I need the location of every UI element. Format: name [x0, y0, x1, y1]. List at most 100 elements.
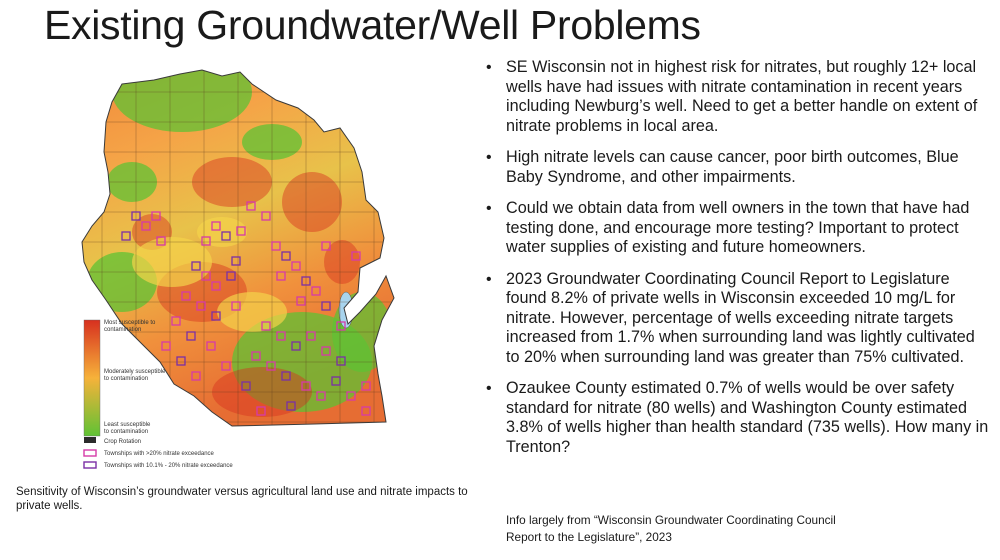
township-marker	[211, 221, 221, 231]
township-marker	[321, 346, 331, 356]
bullet-item: • High nitrate levels can cause cancer, p…	[484, 148, 989, 187]
bullet-text: High nitrate levels can cause cancer, po…	[506, 148, 959, 186]
township-marker	[231, 301, 241, 311]
bullet-dot: •	[486, 270, 492, 288]
township-marker	[266, 361, 276, 371]
township-marker	[171, 316, 181, 326]
legend-crop-swatch	[84, 437, 96, 443]
township-marker	[201, 236, 211, 246]
township-marker	[321, 301, 331, 311]
bullet-dot: •	[486, 59, 492, 76]
township-marker	[251, 351, 261, 361]
svg-text:Moderately susceptible: Moderately susceptible	[104, 369, 166, 375]
legend-least-line1: Least susceptible	[104, 422, 151, 428]
svg-text:Crop Rotation: Crop Rotation	[104, 439, 141, 445]
bullet-dot: •	[486, 200, 492, 217]
svg-text:Townships with 10.1% - 20% nit: Townships with 10.1% - 20% nitrate excee…	[104, 463, 233, 469]
legend-most-line1: Most susceptible to	[104, 320, 156, 326]
township-marker	[161, 341, 171, 351]
legend-mid-label: Townships with 10.1% - 20% nitrate excee…	[104, 463, 233, 469]
township-marker	[361, 271, 371, 281]
township-marker	[296, 296, 306, 306]
township-marker	[191, 371, 201, 381]
moderate-susceptibility-area	[217, 292, 287, 332]
township-marker	[336, 321, 346, 331]
legend-crop-label: Crop Rotation	[104, 439, 141, 445]
bullet-text: Ozaukee County estimated 0.7% of wells w…	[506, 379, 989, 456]
township-marker	[236, 226, 246, 236]
svg-text:to contamination: to contamination	[104, 429, 148, 435]
township-marker	[261, 321, 271, 331]
map-legend: Most susceptible to contamination Modera…	[83, 319, 233, 469]
township-marker	[276, 331, 286, 341]
township-marker	[256, 406, 266, 416]
township-marker	[141, 221, 151, 231]
township-marker	[206, 341, 216, 351]
township-marker	[276, 271, 286, 281]
svg-text:to contamination: to contamination	[104, 376, 148, 382]
bullet-item: • Could we obtain data from well owners i…	[484, 199, 989, 258]
bullet-dot: •	[486, 149, 492, 166]
township-marker	[226, 271, 236, 281]
bullet-text: 2023 Groundwater Coordinating Council Re…	[506, 269, 975, 366]
township-marker	[321, 241, 331, 251]
township-marker	[336, 356, 346, 366]
township-marker	[261, 211, 271, 221]
township-marker	[271, 241, 281, 251]
source-line-2: Report to the Legislature”, 2023	[506, 530, 672, 544]
bullet-item: • SE Wisconsin not in highest risk for ni…	[484, 58, 989, 136]
township-marker	[346, 391, 356, 401]
page-title: Existing Groundwater/Well Problems	[44, 2, 701, 48]
township-marker	[306, 331, 316, 341]
township-marker	[291, 341, 301, 351]
township-marker	[361, 381, 371, 391]
high-susceptibility-area	[324, 240, 360, 284]
township-marker	[291, 261, 301, 271]
bullet-text: Could we obtain data from well owners in…	[506, 199, 970, 256]
legend-high-label: Townships with >20% nitrate exceedance	[104, 451, 215, 457]
high-susceptibility-area	[282, 172, 342, 232]
legend-high-swatch	[83, 449, 97, 457]
legend-moderate-line1: Moderately susceptible	[104, 369, 166, 375]
township-marker	[231, 256, 241, 266]
township-marker	[221, 231, 231, 241]
township-marker	[156, 236, 166, 246]
township-marker	[281, 371, 291, 381]
township-marker	[331, 376, 341, 386]
wisconsin-map: Most susceptible to contamination Modera…	[62, 62, 460, 474]
svg-text:Least susceptible: Least susceptible	[104, 422, 151, 428]
township-marker	[301, 276, 311, 286]
township-marker	[151, 211, 161, 221]
township-marker	[181, 291, 191, 301]
svg-text:Townships with >20% nitrate ex: Townships with >20% nitrate exceedance	[104, 451, 215, 457]
township-marker	[211, 281, 221, 291]
township-marker	[186, 331, 196, 341]
moderate-susceptibility-area	[132, 237, 212, 287]
svg-text:Most susceptible to: Most susceptible to	[104, 320, 156, 326]
township-marker	[211, 311, 221, 321]
township-marker	[351, 251, 361, 261]
township-marker	[316, 391, 326, 401]
bullet-item: • 2023 Groundwater Coordinating Council R…	[484, 270, 989, 368]
legend-least-line2: to contamination	[104, 429, 148, 435]
township-marker	[196, 301, 206, 311]
source-note: Info largely from “Wisconsin Groundwater…	[506, 512, 946, 546]
legend-most-line2: contamination	[104, 327, 141, 333]
legend-moderate-line2: to contamination	[104, 376, 148, 382]
township-marker	[176, 356, 186, 366]
township-marker	[361, 406, 371, 416]
legend-mid-swatch	[83, 461, 97, 469]
township-marker	[301, 381, 311, 391]
township-marker	[311, 286, 321, 296]
bullet-dot: •	[486, 380, 492, 397]
township-marker	[246, 201, 256, 211]
bullet-text: SE Wisconsin not in highest risk for nit…	[506, 58, 978, 135]
svg-text:contamination: contamination	[104, 327, 141, 333]
township-marker	[131, 211, 141, 221]
township-marker	[201, 271, 211, 281]
map-caption: Sensitivity of Wisconsin’s groundwater v…	[16, 486, 468, 512]
township-marker	[281, 251, 291, 261]
township-marker	[121, 231, 131, 241]
township-marker	[191, 261, 201, 271]
